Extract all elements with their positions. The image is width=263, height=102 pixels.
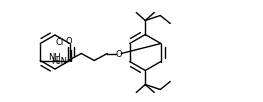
Text: Cl: Cl <box>55 38 64 47</box>
Text: H₂N: H₂N <box>51 57 67 66</box>
Text: NH: NH <box>48 53 61 62</box>
Text: O: O <box>66 37 73 46</box>
Text: O: O <box>116 50 123 59</box>
